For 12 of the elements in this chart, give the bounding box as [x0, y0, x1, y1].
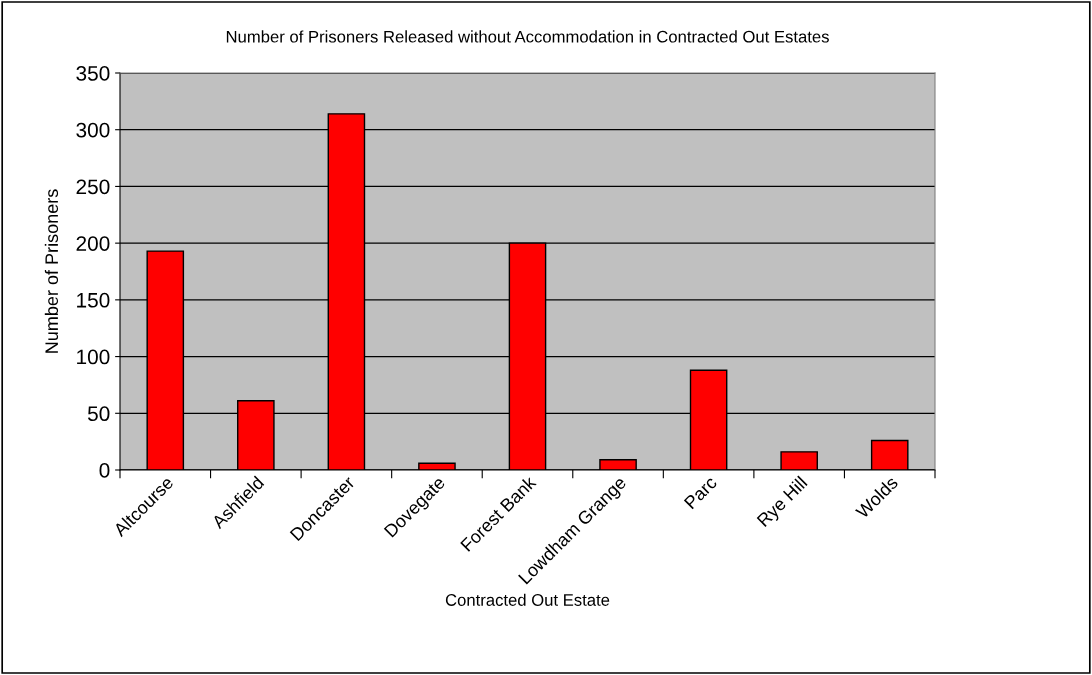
- y-tick-label: 200: [76, 236, 110, 251]
- y-axis-title: Number of Prisoners: [44, 189, 59, 353]
- x-tick-label: Rye Hill: [756, 475, 811, 530]
- y-tick-label: 250: [76, 179, 110, 195]
- y-tick-label: 300: [76, 122, 110, 138]
- y-tick-label: 350: [76, 66, 110, 81]
- y-tick-label: 150: [77, 292, 110, 308]
- y-tick-label: 0: [99, 463, 110, 478]
- x-axis-title: Contracted Out Estate: [445, 593, 610, 606]
- chart-title: Number of Prisoners Released without Accommodation in Contracted Out Estates: [226, 30, 829, 43]
- y-tick-label: 50: [87, 406, 110, 422]
- y-tick-label: 100: [77, 349, 110, 365]
